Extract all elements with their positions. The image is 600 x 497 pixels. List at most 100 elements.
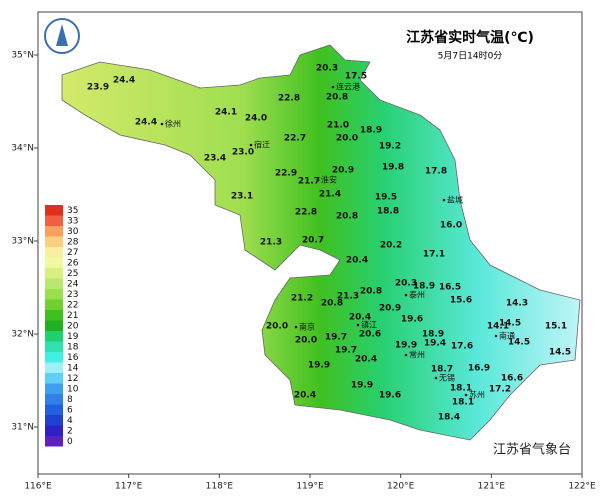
station-temp: 20.9	[332, 166, 354, 176]
station-temp: 20.8	[321, 299, 343, 309]
lat-label: 33°N	[11, 237, 34, 247]
legend-label: 26	[67, 258, 79, 268]
city-label: 徐州	[165, 119, 181, 129]
legend-swatch	[45, 341, 63, 352]
station-temp: 20.0	[295, 336, 317, 346]
station-temp: 19.7	[335, 346, 357, 356]
station-temp: 20.8	[326, 93, 348, 103]
lon-label: 120°E	[387, 482, 415, 492]
station-temp: 20.6	[359, 330, 381, 340]
legend-label: 0	[67, 437, 73, 447]
station-temp: 21.2	[291, 294, 313, 304]
city-dot	[316, 178, 320, 182]
city-label: 盐城	[447, 195, 463, 205]
legend-label: 24	[67, 279, 79, 289]
legend-label: 21	[67, 311, 78, 321]
city-dot	[434, 376, 438, 380]
legend-label: 8	[67, 395, 73, 405]
legend-swatch	[45, 383, 63, 394]
city-label: 连云港	[336, 82, 360, 92]
station-temp: 21.3	[260, 238, 282, 248]
station-temp: 23.4	[204, 154, 226, 164]
station-temp: 20.3	[316, 64, 338, 74]
station-temp: 14.5	[508, 338, 530, 348]
legend-swatch	[45, 268, 63, 279]
city-dot	[160, 122, 164, 126]
legend-label: 20	[67, 321, 79, 331]
legend-swatch	[45, 320, 63, 331]
city-dot	[442, 198, 446, 202]
legend-label: 25	[67, 269, 78, 279]
city-dot	[331, 85, 335, 89]
city-dot	[249, 143, 253, 147]
city-dot	[294, 325, 298, 329]
legend-swatch	[45, 278, 63, 289]
station-temp: 24.0	[245, 114, 267, 124]
city-label: 南京	[299, 322, 315, 332]
station-temp: 23.1	[231, 192, 253, 202]
city-label: 常州	[409, 351, 425, 360]
station-temp: 18.4	[438, 413, 460, 423]
city-label: 镇江	[361, 320, 377, 330]
legend-label: 33	[67, 216, 78, 226]
station-temp: 20.0	[336, 134, 358, 144]
station-temp: 22.8	[278, 94, 300, 104]
station-temp: 18.1	[452, 398, 474, 408]
station-temp: 21.4	[319, 190, 341, 200]
station-temp: 16.5	[439, 283, 461, 293]
legend-swatch	[45, 310, 63, 321]
station-temp: 20.2	[380, 241, 402, 251]
lat-label: 31°N	[11, 423, 34, 433]
station-temp: 19.9	[395, 341, 417, 351]
city-label: 泰州	[409, 290, 425, 300]
city-dot	[494, 334, 498, 338]
legend-swatch	[45, 394, 63, 405]
station-temp: 18.8	[377, 207, 399, 217]
city-label: 无锡	[439, 374, 455, 383]
station-temp: 22.7	[284, 134, 306, 144]
station-temp: 20.0	[266, 322, 288, 332]
legend-swatch	[45, 404, 63, 415]
city-label: 苏州	[469, 390, 485, 400]
station-temp: 20.9	[379, 304, 401, 314]
title: 江苏省实时气温(℃)	[406, 29, 534, 46]
lon-label: 122°E	[568, 482, 596, 492]
station-temp: 20.8	[336, 212, 358, 222]
station-temp: 18.9	[360, 126, 382, 136]
province-shape	[61, 44, 581, 441]
station-temp: 15.1	[545, 322, 567, 332]
legend-label: 6	[67, 405, 73, 415]
station-temp: 20.3	[395, 279, 417, 289]
station-temp: 17.5	[345, 72, 367, 82]
station-temp: 20.4	[349, 313, 371, 323]
station-temp: 23.0	[232, 148, 254, 158]
station-temp: 14.5	[549, 348, 571, 358]
station-temp: 20.8	[360, 287, 382, 297]
station-temp: 17.1	[423, 250, 445, 260]
legend-swatch	[45, 352, 63, 363]
station-temp: 18.9	[413, 282, 435, 292]
legend-label: 10	[67, 384, 79, 394]
station-temp: 20.7	[302, 236, 324, 246]
legend-label: 18	[67, 342, 79, 352]
station-temp: 14.1	[487, 322, 509, 332]
legend-label: 14	[67, 363, 79, 373]
legend-swatch	[45, 215, 63, 226]
city-label: 南通	[499, 331, 515, 341]
legend-label: 12	[67, 374, 78, 384]
lon-label: 116°E	[24, 482, 52, 492]
station-temp: 19.7	[325, 333, 347, 343]
legend-swatch	[45, 236, 63, 247]
station-temp: 19.2	[379, 142, 401, 152]
station-temp: 16.0	[440, 221, 462, 231]
station-temp: 24.1	[215, 108, 237, 118]
city-label: 淮安	[321, 175, 337, 185]
station-temp: 20.4	[294, 391, 316, 401]
city-dot	[404, 353, 408, 357]
legend-swatch	[45, 331, 63, 342]
city-dot	[404, 293, 408, 297]
station-temp: 20.4	[355, 355, 377, 365]
station-temp: 24.4	[113, 76, 135, 86]
station-temp: 22.9	[275, 169, 297, 179]
footer: 江苏省气象台	[493, 442, 571, 458]
